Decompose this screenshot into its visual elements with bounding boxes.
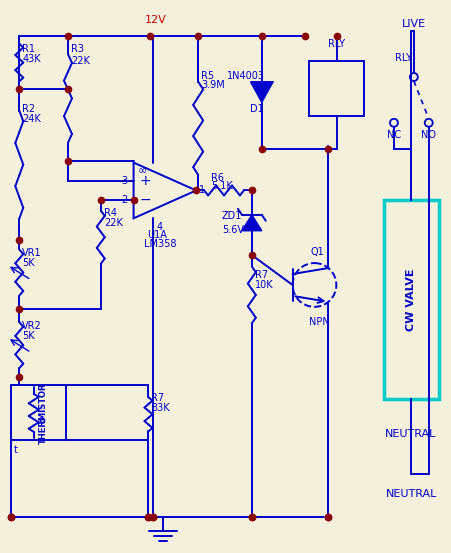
Text: VR1: VR1: [22, 248, 42, 258]
Text: NC: NC: [386, 130, 400, 140]
Text: 24K: 24K: [22, 114, 41, 124]
Text: NEUTRAL: NEUTRAL: [385, 489, 436, 499]
Text: 3: 3: [121, 176, 127, 186]
Bar: [309, 61, 364, 116]
Text: 5K: 5K: [22, 331, 35, 341]
Text: 33K: 33K: [151, 403, 170, 413]
Text: R7: R7: [151, 393, 164, 403]
Polygon shape: [250, 82, 272, 102]
Text: ∞: ∞: [137, 166, 147, 176]
Bar: [383, 200, 438, 399]
Text: 1N4003: 1N4003: [226, 71, 264, 81]
Text: 12V: 12V: [144, 15, 166, 25]
Text: LM358: LM358: [143, 239, 175, 249]
Text: ZD1: ZD1: [221, 211, 242, 221]
Text: Q1: Q1: [310, 247, 323, 257]
Text: R7: R7: [254, 270, 267, 280]
Text: THERMISTOR: THERMISTOR: [39, 382, 48, 444]
Text: R1: R1: [22, 44, 35, 54]
Text: LIVE: LIVE: [401, 19, 425, 29]
Text: VR2: VR2: [22, 321, 42, 331]
Text: 22K: 22K: [104, 218, 122, 228]
Text: RLY: RLY: [395, 53, 411, 63]
Text: R5: R5: [201, 71, 214, 81]
Text: 5.1K: 5.1K: [211, 181, 232, 191]
Text: 3.9M: 3.9M: [201, 80, 225, 90]
Text: NO: NO: [420, 130, 435, 140]
Text: t: t: [13, 445, 17, 455]
Text: 4: 4: [156, 222, 162, 232]
Text: D1: D1: [249, 105, 263, 114]
Text: R4: R4: [104, 208, 116, 218]
Text: NPN: NPN: [309, 317, 330, 327]
Text: 5K: 5K: [22, 258, 35, 268]
Text: −: −: [139, 193, 151, 207]
Text: 10K: 10K: [254, 280, 273, 290]
Text: 43K: 43K: [22, 54, 41, 64]
Text: R6: R6: [211, 173, 224, 182]
Text: R3: R3: [71, 44, 84, 54]
Text: 5.6V: 5.6V: [221, 225, 244, 235]
Text: 1: 1: [199, 185, 205, 195]
Text: CW VALVE: CW VALVE: [405, 269, 415, 331]
Text: 2: 2: [121, 195, 127, 205]
Text: RLY: RLY: [327, 39, 345, 49]
Text: U1A: U1A: [147, 230, 167, 240]
Text: +: +: [139, 174, 151, 188]
Text: NEUTRAL: NEUTRAL: [384, 429, 436, 439]
Text: 22K: 22K: [71, 56, 90, 66]
Bar: [11, 385, 66, 440]
Text: R2: R2: [22, 104, 35, 114]
Polygon shape: [241, 215, 261, 231]
